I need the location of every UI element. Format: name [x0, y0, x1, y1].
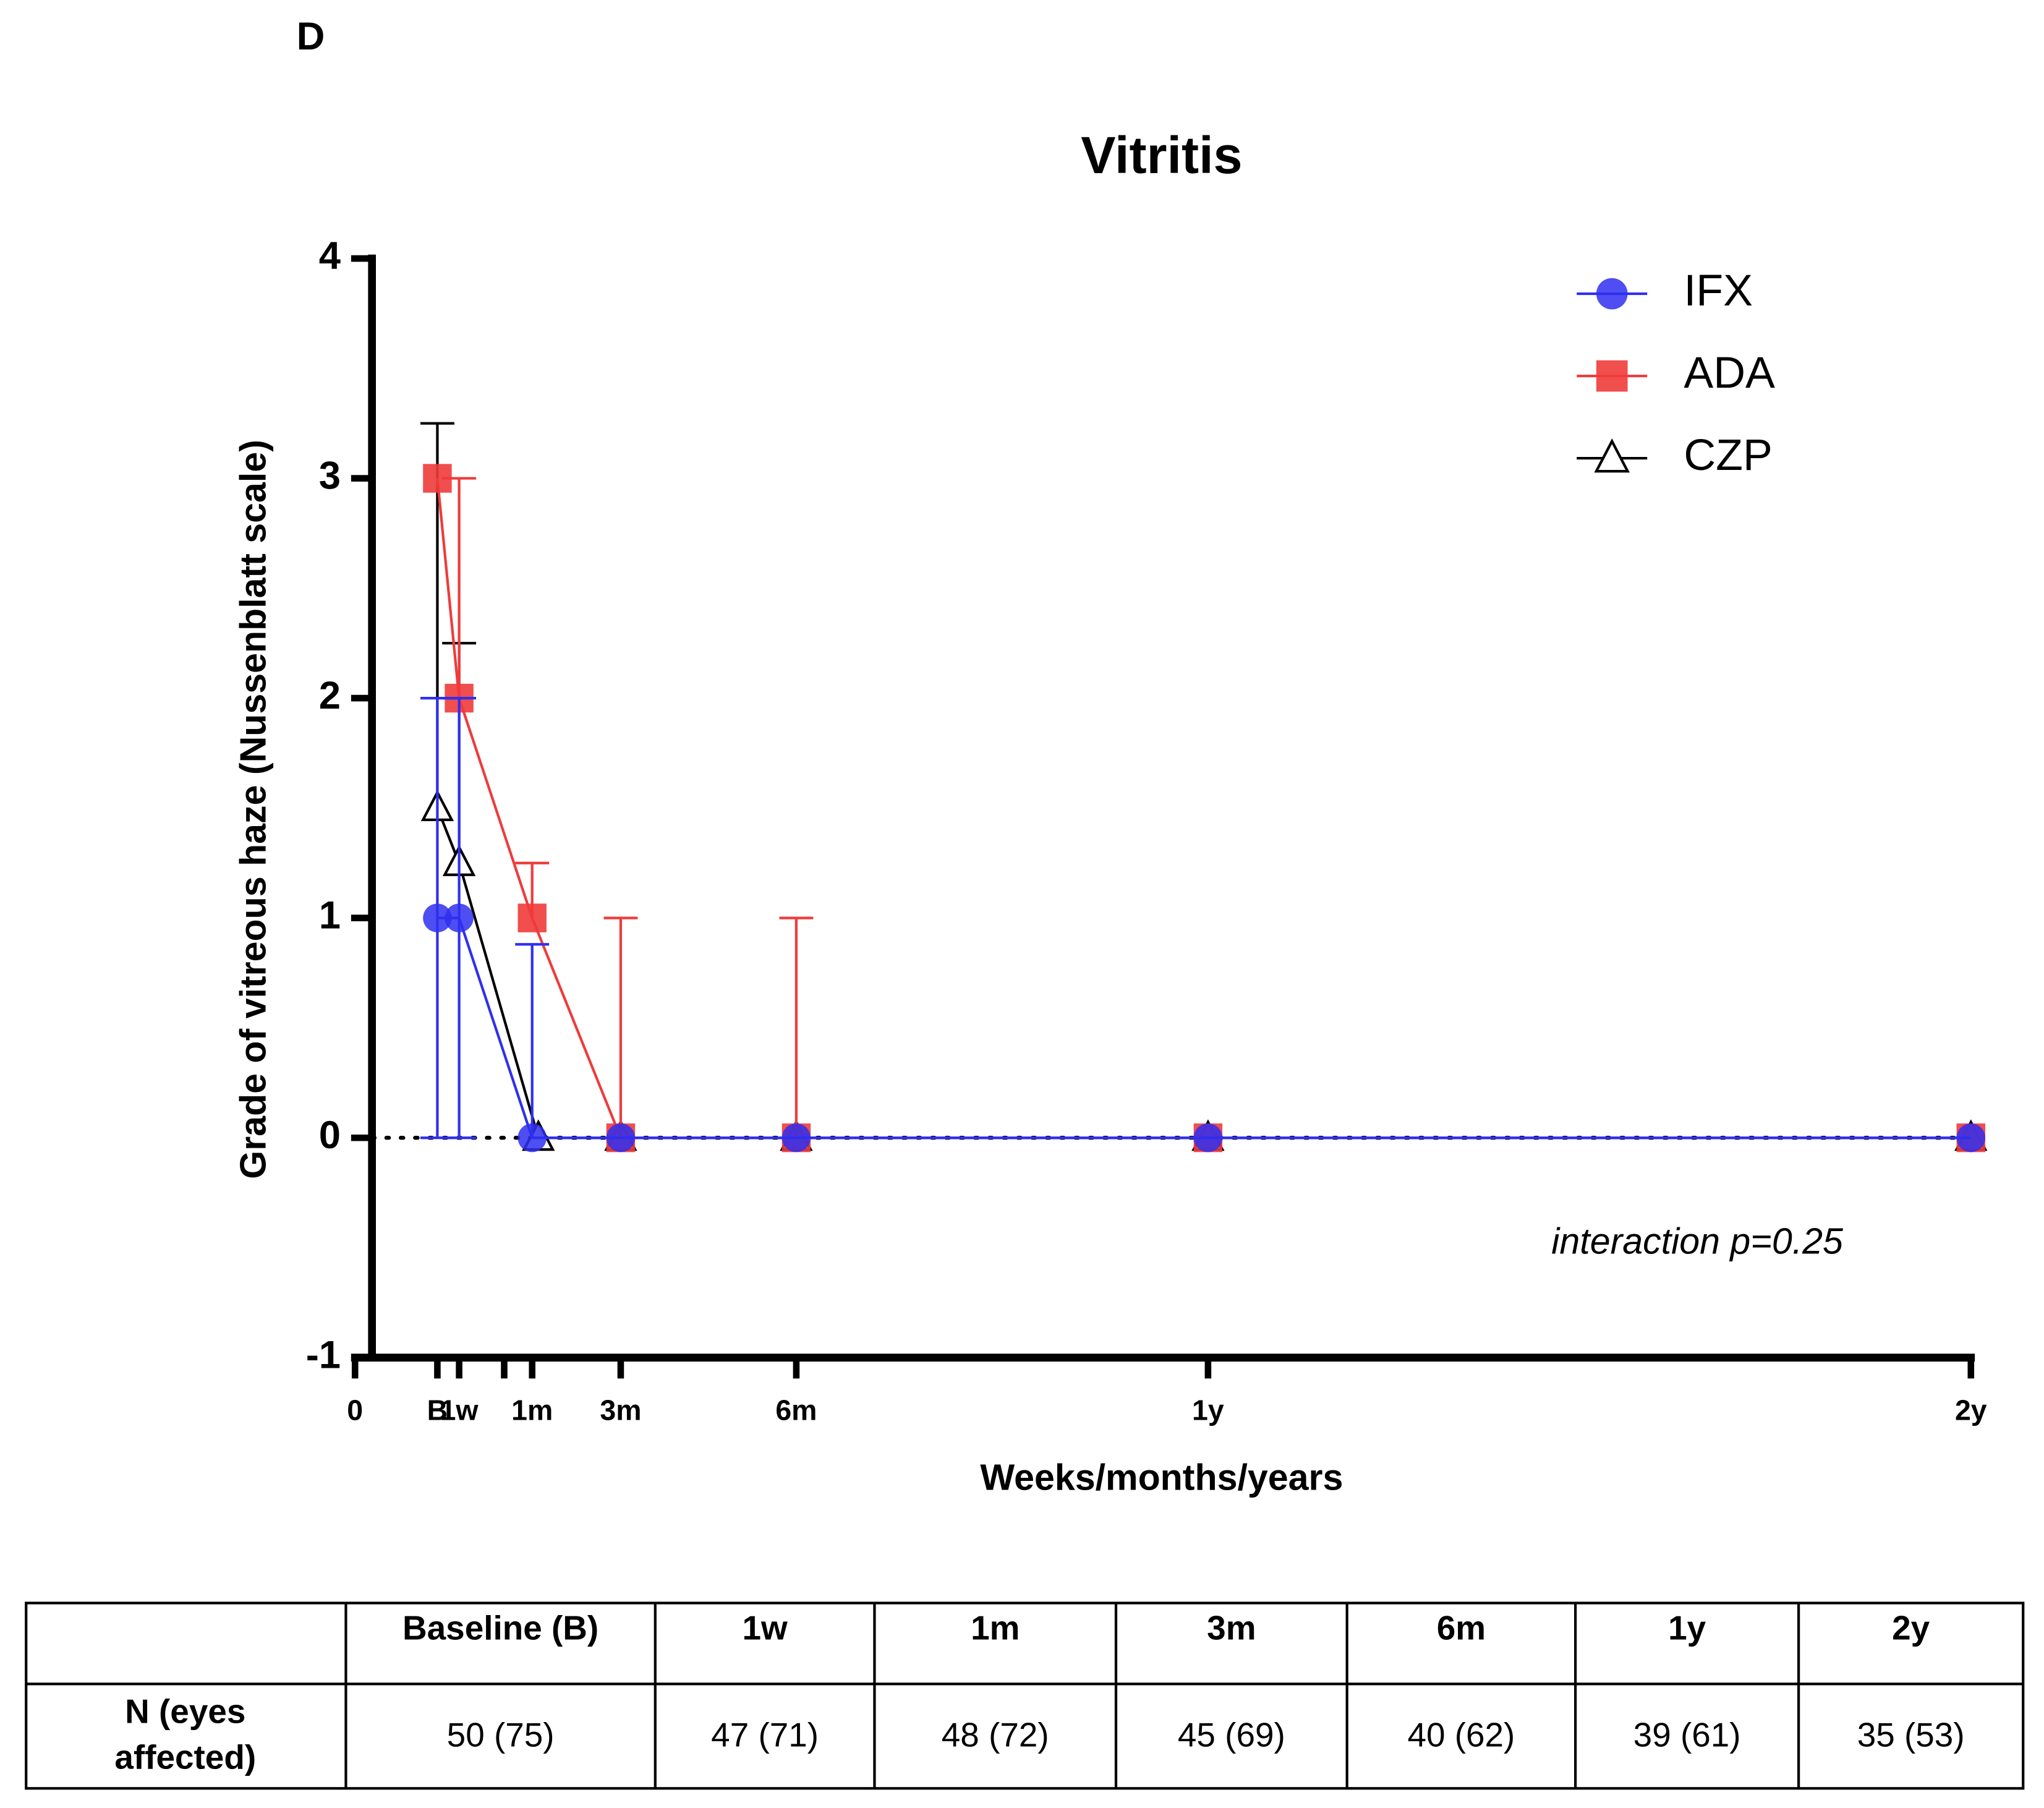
table-header: 1y	[1668, 1608, 1706, 1647]
y-tick-label: 0	[319, 1114, 341, 1157]
table-cell: 35 (53)	[1857, 1715, 1965, 1754]
y-tick-label: 4	[319, 234, 341, 278]
y-tick-label: 2	[319, 674, 341, 717]
table-cell: 45 (69)	[1178, 1715, 1285, 1754]
point	[606, 1123, 636, 1153]
legend-label: IFX	[1684, 266, 1753, 315]
y-tick-label: 1	[319, 893, 341, 937]
legend-marker	[1596, 360, 1628, 392]
point	[1956, 1123, 1985, 1153]
table-row-label: affected)	[114, 1738, 256, 1776]
point	[423, 903, 452, 932]
table-cell: 40 (62)	[1407, 1715, 1515, 1754]
table-header: 1w	[743, 1608, 788, 1647]
y-axis-label: Grade of vitreous haze (Nussenblatt scal…	[232, 440, 273, 1179]
legend-marker	[1594, 438, 1630, 473]
x-tick-label: B	[427, 1394, 448, 1426]
x-tick-label: 1w	[440, 1394, 479, 1426]
x-tick-label: 3m	[600, 1394, 641, 1426]
x-axis-label: Weeks/months/years	[980, 1457, 1343, 1498]
table-header: Baseline (B)	[402, 1608, 598, 1647]
point	[781, 1123, 811, 1153]
legend-label: ADA	[1684, 348, 1775, 398]
table-cell: 50 (75)	[447, 1715, 555, 1754]
table-row-label: N (eyes	[125, 1692, 245, 1730]
table-header: 3m	[1207, 1608, 1256, 1647]
point	[517, 903, 547, 932]
x-tick-label: 1y	[1192, 1394, 1224, 1426]
point	[517, 1123, 547, 1153]
table-cell: 39 (61)	[1633, 1715, 1741, 1754]
table-border	[25, 1601, 2025, 1790]
point	[1193, 1123, 1223, 1153]
table-cell: 48 (72)	[942, 1715, 1049, 1754]
panel-label: D	[297, 15, 325, 58]
x-tick-label: 6m	[775, 1394, 817, 1426]
chart-title: Vitritis	[1081, 126, 1242, 184]
series-line	[436, 808, 1971, 1140]
x-tick-label: 0	[347, 1394, 363, 1426]
legend-label: CZP	[1684, 430, 1773, 480]
point	[445, 903, 474, 932]
point	[423, 464, 452, 493]
legend-marker	[1596, 278, 1628, 310]
y-tick-label: -1	[306, 1333, 341, 1376]
series-line	[436, 478, 1971, 1140]
annotation: interaction p=0.25	[1551, 1221, 1844, 1262]
table-header: 1m	[971, 1608, 1020, 1647]
table-header: 2y	[1892, 1608, 1930, 1647]
x-tick-label: 1m	[511, 1394, 553, 1426]
table-header: 6m	[1437, 1608, 1486, 1647]
series-line	[437, 916, 1971, 1140]
x-tick-label: 2y	[1955, 1394, 1987, 1426]
table-cell: 47 (71)	[711, 1715, 819, 1754]
y-tick-label: 3	[319, 454, 341, 497]
